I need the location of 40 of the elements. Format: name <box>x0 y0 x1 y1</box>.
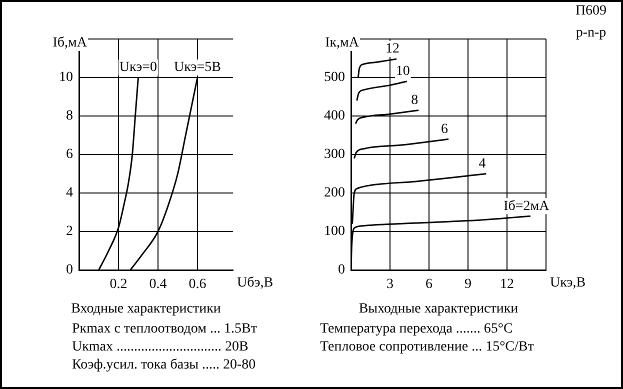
text: Температура перехода ....... 65°C <box>320 322 513 337</box>
y-tick-label: 6 <box>66 147 73 162</box>
text: Тепловое сопротивление ... 15°C/Вт <box>320 340 534 355</box>
series-label: 10 <box>396 64 410 80</box>
y-tick-label: 4 <box>66 186 73 201</box>
series-label: Uкэ=5В <box>174 60 221 76</box>
series-label: Iб=2мА <box>504 198 550 214</box>
text: Pкmax с теплоотводом ... 1.5Вт <box>72 322 257 337</box>
y-tick-label: 10 <box>59 70 73 86</box>
y-tick-label: 0 <box>338 262 345 278</box>
series-label: 12 <box>386 42 400 57</box>
text: Выходные характеристики <box>358 302 519 317</box>
x-tick-label: 12 <box>500 277 514 292</box>
x-tick-label: 0.2 <box>110 277 128 292</box>
text: p-n-p <box>576 26 606 41</box>
y-tick-label: 0 <box>66 262 73 278</box>
series-label: 4 <box>478 156 486 172</box>
y-tick-label: 300 <box>324 147 345 162</box>
series-label: 6 <box>441 122 448 137</box>
text: П609 <box>575 4 607 19</box>
y-tick-label: 400 <box>324 108 345 124</box>
text: Uкmax .............................. 20В <box>72 340 248 355</box>
x-tick-label: 3 <box>386 277 394 292</box>
y-tick-label: 500 <box>324 70 345 86</box>
y-axis-title: Iб,мА <box>52 36 88 51</box>
x-tick-label: 9 <box>464 277 472 292</box>
y-tick-label: 8 <box>66 108 73 124</box>
y-tick-label: 100 <box>324 224 345 240</box>
text: Коэф.усил. тока базы ..... 20-80 <box>72 358 256 373</box>
y-tick-label: 2 <box>66 224 73 240</box>
x-tick-label: 0.6 <box>188 277 206 292</box>
x-axis-title: Uбэ,В <box>237 276 274 291</box>
series-label: Uкэ=0 <box>119 60 158 76</box>
x-tick-label: 0.4 <box>149 277 167 292</box>
series-label: 8 <box>411 92 418 108</box>
y-axis-title: Iк,мА <box>325 36 360 51</box>
text: Входные характеристики <box>71 302 222 317</box>
y-tick-label: 200 <box>324 186 345 201</box>
x-axis-title: Uкэ,В <box>550 276 586 291</box>
x-tick-label: 6 <box>426 277 432 292</box>
